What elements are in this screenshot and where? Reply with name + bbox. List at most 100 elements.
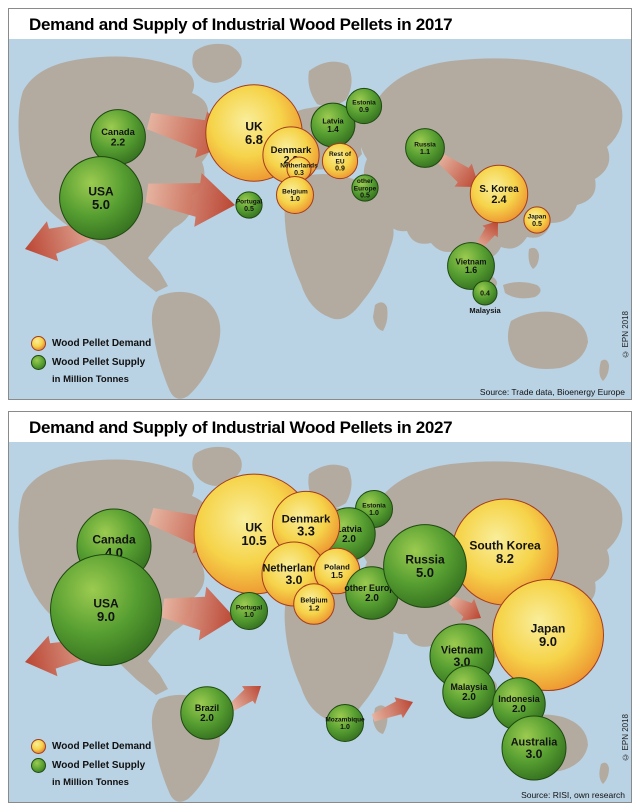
japan-circle: [523, 206, 551, 234]
continent: [528, 247, 539, 269]
portugal-circle: [230, 592, 268, 630]
bubble-text: 2.0: [512, 704, 526, 715]
bubble-text: USA: [88, 185, 114, 199]
trade-flow-arrow: [145, 173, 235, 227]
bubble-text: UK: [245, 521, 263, 535]
bubble-text: Russia: [405, 553, 445, 567]
usa-circle: [50, 554, 162, 666]
bubble-text: 10.5: [241, 533, 266, 548]
bubble-text: other: [357, 178, 374, 185]
legend-demand-row: Wood Pellet Demand: [31, 739, 151, 754]
bubble-text: Vietnam: [441, 645, 483, 657]
legend-unit-label: in Million Tonnes: [52, 777, 129, 788]
australia-circle: [501, 715, 567, 781]
legend-supply-row: Wood Pellet Supply: [31, 355, 151, 370]
copyright-note-2027: © EPN 2018: [621, 714, 630, 762]
bubble-text: 0.5: [244, 206, 254, 213]
legend-demand-label: Wood Pellet Demand: [52, 741, 152, 752]
trade-flow-arrow: [448, 596, 481, 621]
malaysia-circle: [472, 280, 498, 306]
trade-flow-arrow: [474, 221, 498, 251]
legend-demand-label: Wood Pellet Demand: [52, 338, 152, 349]
copyright-note-2017: © EPN 2018: [621, 311, 630, 359]
bubble-text: 2.0: [462, 692, 476, 703]
bubble-text: 1.4: [327, 124, 339, 134]
chart-title-2027: Demand and Supply of Industrial Wood Pel…: [29, 418, 453, 437]
bubble-text: 3.0: [286, 573, 303, 587]
bubble-text: Malaysia: [469, 306, 501, 315]
other-europe-circle: [351, 174, 379, 202]
bubble-text: Belgium: [282, 189, 308, 196]
bubble-text: Mozambique: [325, 717, 365, 724]
estonia-circle: [345, 87, 383, 125]
japan-circle: [492, 579, 604, 691]
trade-flow-arrow: [436, 153, 479, 187]
legend-supply-label: Wood Pellet Supply: [52, 357, 146, 368]
supply-swatch-icon: [31, 758, 46, 773]
bubble-text: Malaysia: [450, 682, 487, 692]
bubble-text: 1.0: [340, 724, 350, 731]
bubble-text: 5.0: [92, 197, 110, 212]
bubble-text: Netherlands: [280, 163, 318, 170]
bubble-text: 8.2: [496, 551, 514, 566]
bubble-text: Russia: [414, 142, 436, 149]
bubble-text: Poland: [324, 562, 350, 571]
bubble-text: other Europe: [344, 583, 399, 593]
bubble-text: Netherlands: [263, 563, 326, 575]
panel-2027: Canada 4.0 USA 9.0 UK 10.5 Estonia 1.0 Latvia 2.0…: [8, 411, 632, 803]
continent: [507, 311, 588, 369]
continent: [599, 359, 609, 381]
bubble-text: 0.3: [294, 170, 304, 177]
bubble-text: 6.8: [245, 132, 263, 147]
bubble-malaysia: 0.4 Malaysia: [469, 280, 501, 315]
bubble-text: Vietnam: [456, 257, 487, 266]
bubble-text: 0.9: [359, 107, 369, 114]
s-korea-circle: [469, 164, 529, 224]
legend-demand-row: Wood Pellet Demand: [31, 336, 151, 351]
world-map-2017: Canada2.2USA5.0UK6.8Latvia1.4Estonia0.9D…: [9, 39, 631, 399]
bubble-text: 0.5: [532, 221, 542, 228]
continent: [308, 61, 352, 107]
bubble-text: South Korea: [469, 539, 541, 553]
bubble-text: 9.0: [97, 609, 115, 624]
bubble-text: 2.2: [111, 138, 126, 149]
bubble-text: Europe: [354, 185, 377, 192]
bubble-text: 3.3: [297, 523, 315, 538]
bubble-text: Estonia: [352, 100, 376, 107]
bubble-text: 0.5: [360, 193, 370, 200]
portugal-circle: [235, 191, 263, 219]
bubble-text: Estonia: [362, 503, 386, 510]
rest-of-eu-circle: [321, 142, 359, 180]
panel-2017: Canada 2.2 USA 5.0 UK 6.8 Latvia 1.4 Estonia 0.9 D…: [8, 8, 632, 400]
chart-title-2017: Demand and Supply of Industrial Wood Pel…: [29, 15, 453, 34]
bubble-text: 5.0: [416, 565, 434, 580]
bubble-text: Portugal: [236, 199, 263, 206]
belgium-circle: [276, 176, 314, 214]
continent: [547, 158, 565, 195]
bubble-text: Portugal: [236, 605, 263, 612]
bubble-text: USA: [93, 597, 119, 611]
bubble-text: Denmark: [282, 514, 331, 526]
bubble-text: 0.4: [480, 290, 490, 297]
legend-supply-row: Wood Pellet Supply: [31, 758, 151, 773]
legend-2027: Wood Pellet Demand Wood Pellet Supply in…: [31, 739, 151, 788]
bubble-text: Rest of: [329, 151, 352, 158]
